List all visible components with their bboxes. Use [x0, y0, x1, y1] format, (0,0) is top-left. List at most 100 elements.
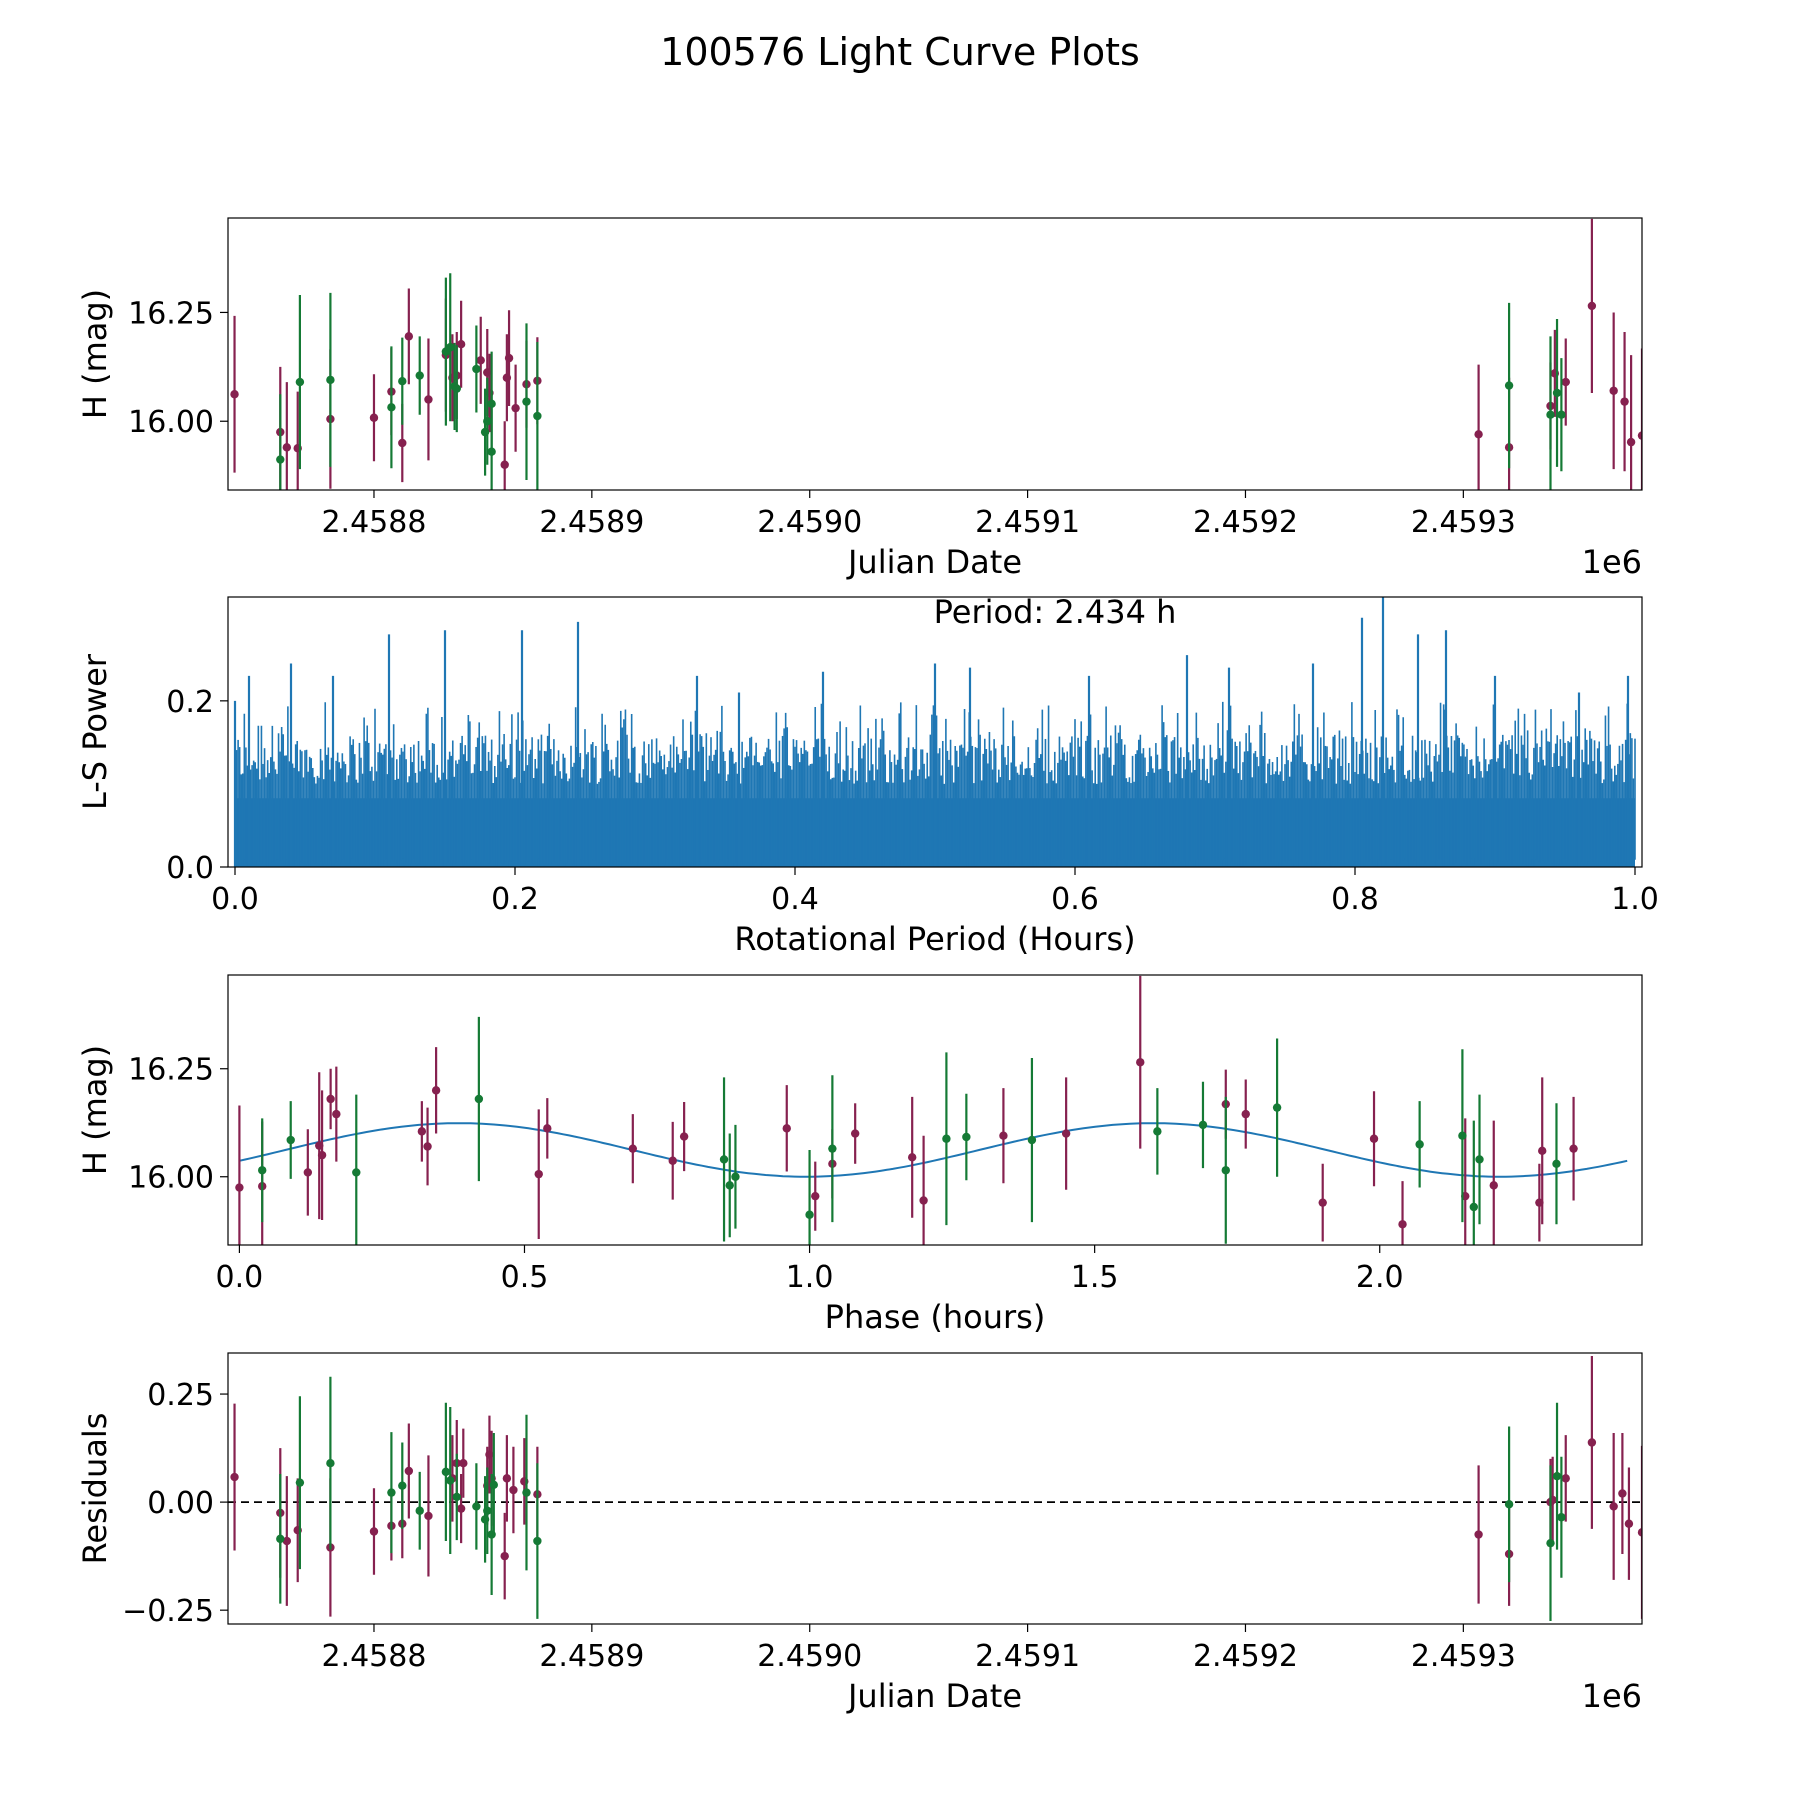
- data-point: [1153, 1127, 1162, 1136]
- data-point: [725, 1181, 734, 1190]
- plot-frame: [227, 217, 1643, 491]
- data-point: [1552, 1471, 1562, 1481]
- data-point: [303, 1168, 313, 1177]
- data-point: [1609, 386, 1618, 395]
- periodogram-lines: [233, 597, 1636, 867]
- data-point: [1557, 410, 1566, 419]
- data-point: [441, 1467, 451, 1477]
- data-point: [456, 1504, 466, 1513]
- x-axis-label: Rotational Period (Hours): [734, 920, 1135, 958]
- y-tick-label: 16.00: [128, 405, 214, 440]
- data-point: [487, 399, 496, 409]
- data-point: [828, 1144, 837, 1153]
- data-point: [452, 384, 461, 393]
- data-point: [679, 1132, 689, 1141]
- data-point: [415, 371, 424, 380]
- data-point: [1475, 1155, 1484, 1164]
- data-points: [230, 218, 1642, 490]
- data-point: [417, 1127, 427, 1136]
- data-point: [1504, 1500, 1514, 1509]
- x-tick-label: 0.8: [1331, 882, 1379, 917]
- data-point: [282, 443, 292, 452]
- data-point: [230, 1472, 239, 1482]
- data-point: [326, 375, 335, 385]
- period-annotation: Period: 2.434 h: [934, 593, 1177, 631]
- panel-residuals: 2.4588 2.4589 2.4590 2.4591 2.4592 2.4593 −0.2…: [76, 1352, 1643, 1715]
- data-point: [1272, 1103, 1282, 1112]
- data-point: [235, 1183, 244, 1192]
- data-point: [476, 356, 485, 365]
- data-point: [282, 1536, 292, 1546]
- x-offset-label: 1e6: [1582, 1677, 1642, 1715]
- series-r: [235, 975, 1578, 1245]
- data-point: [1609, 1502, 1618, 1511]
- panel-lightcurve: 2.4588 2.4589 2.4590 2.4591 2.4592 2.4593 16.0…: [76, 217, 1643, 581]
- data-point: [276, 1534, 285, 1544]
- data-point: [276, 455, 285, 464]
- data-point: [295, 1478, 305, 1487]
- data-point: [431, 1086, 441, 1095]
- data-point: [1618, 1489, 1627, 1498]
- figure-title: 100576 Light Curve Plots: [660, 30, 1140, 74]
- series-g: [276, 273, 1566, 490]
- y-tick-label: 0.2: [166, 685, 214, 720]
- y-tick-label: 0.0: [166, 851, 214, 886]
- data-point: [483, 368, 492, 377]
- data-point: [500, 460, 509, 469]
- x-axis-label: Julian Date: [846, 1677, 1022, 1715]
- series-g: [276, 1376, 1566, 1621]
- data-point: [811, 1191, 820, 1201]
- data-point: [1538, 1146, 1547, 1156]
- data-point: [1552, 388, 1562, 398]
- data-point: [1637, 1528, 1642, 1537]
- x-tick-label: 0.0: [216, 1260, 264, 1295]
- data-point: [509, 1485, 518, 1495]
- fit-curve: [239, 1122, 1628, 1178]
- data-point: [500, 1551, 509, 1561]
- data-point: [404, 1466, 414, 1476]
- data-point: [1489, 1181, 1498, 1190]
- data-point: [962, 1132, 971, 1142]
- plot-frame: [227, 596, 1643, 868]
- x-tick-label: 0.5: [501, 1260, 549, 1295]
- data-point: [1474, 430, 1483, 439]
- data-point: [452, 1492, 461, 1502]
- data-point: [459, 1459, 468, 1468]
- data-point: [446, 1476, 455, 1485]
- x-tick-label: 2.4592: [1193, 1639, 1298, 1674]
- y-axis-label: Residuals: [76, 1413, 114, 1565]
- data-point: [1415, 1140, 1424, 1149]
- plot-frame: [227, 1352, 1643, 1625]
- data-point: [543, 1124, 552, 1133]
- x-tick-label: 1.0: [786, 1260, 834, 1295]
- data-point: [423, 1142, 432, 1151]
- data-point: [326, 1094, 335, 1104]
- y-tick-label: 16.25: [128, 296, 214, 331]
- x-tick-label: 2.4591: [975, 505, 1080, 540]
- y-axis-label: L-S Power: [76, 653, 114, 810]
- data-point: [1587, 301, 1597, 311]
- data-point: [352, 1168, 361, 1177]
- data-point: [1626, 437, 1636, 447]
- panels: 2.4588 2.4589 2.4590 2.4591 2.4592 2.4593 16.0…: [76, 217, 1659, 1715]
- data-point: [942, 1134, 951, 1143]
- data-point: [534, 1169, 543, 1179]
- x-tick-label: 2.4592: [1193, 505, 1298, 540]
- x-tick-label: 2.4588: [321, 505, 426, 540]
- data-point: [1624, 1519, 1634, 1528]
- data-point: [668, 1156, 677, 1165]
- data-point: [1546, 410, 1555, 419]
- data-point: [1587, 1438, 1597, 1447]
- data-point: [1557, 1513, 1566, 1522]
- data-point: [628, 1144, 638, 1153]
- x-tick-label: 2.4590: [757, 505, 862, 540]
- data-point: [1027, 1135, 1037, 1145]
- x-tick-label: 0.2: [491, 882, 539, 917]
- x-tick-label: 0.0: [211, 882, 259, 917]
- data-point: [731, 1172, 740, 1181]
- data-point: [511, 403, 520, 413]
- data-point: [424, 1511, 433, 1521]
- data-point: [522, 397, 531, 406]
- data-point: [999, 1131, 1008, 1140]
